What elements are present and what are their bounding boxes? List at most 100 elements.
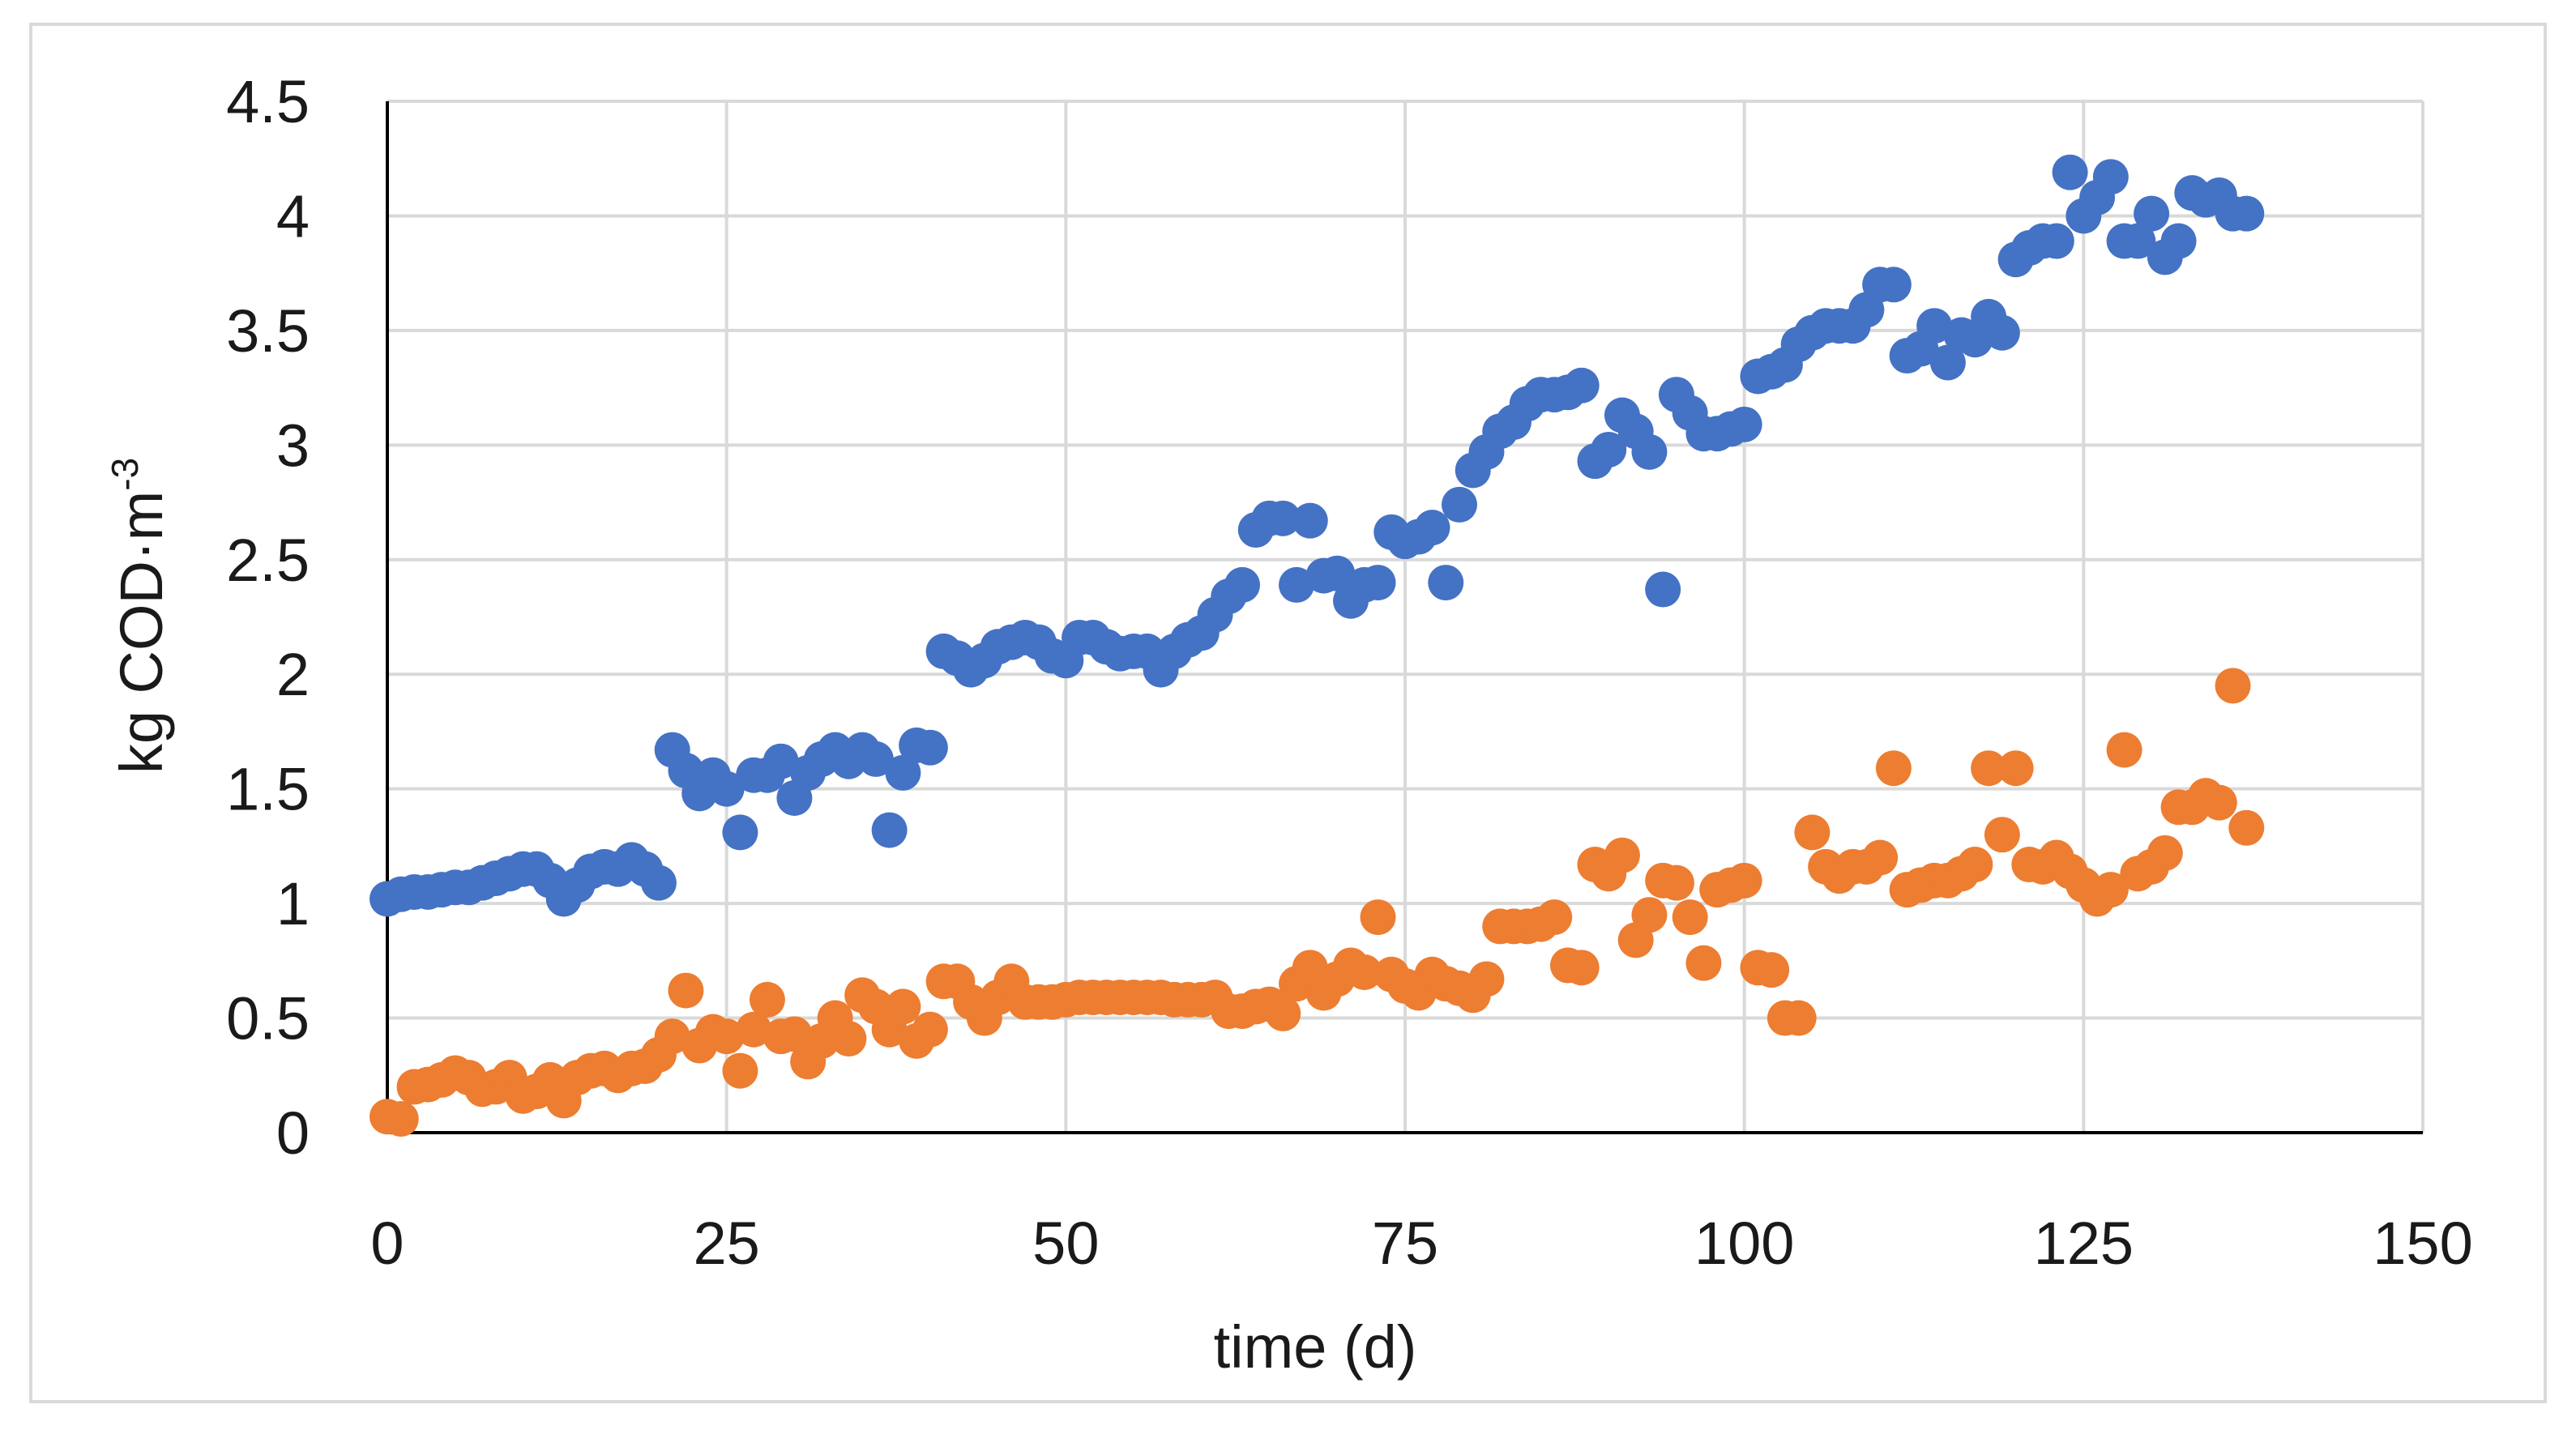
tick-labels: 0 0.5 1 1.5 2 2.5 3 3.5 4 4.5 0 25 50 75 100 125 150	[226, 68, 2473, 1277]
y-tick-label: 4.5	[226, 68, 310, 135]
series-blue-point	[1875, 267, 1912, 303]
series-blue-point	[1563, 367, 1600, 403]
series-orange-point	[1984, 817, 2020, 853]
y-axis-title: kg COD·m-3	[104, 458, 175, 774]
series-orange-point	[1536, 899, 1573, 936]
series-blue-point	[640, 864, 677, 901]
gridlines	[387, 100, 2424, 1133]
series-blue-point	[1319, 555, 1356, 591]
series-orange-point	[1672, 899, 1708, 936]
y-tick-label: 0	[276, 1099, 310, 1167]
series-orange-point	[749, 981, 785, 1018]
series-blue-point	[722, 814, 758, 851]
series-orange-point	[1658, 864, 1694, 901]
series-orange-point	[668, 972, 704, 1009]
series-blue-point	[912, 729, 948, 766]
y-tick-label: 1.5	[226, 756, 310, 823]
series-blue-point	[2092, 159, 2129, 195]
series-orange-point	[1726, 862, 1762, 899]
series-orange-point	[1754, 952, 1790, 988]
y-axis-title-text: kg COD·m	[108, 491, 175, 774]
series-orange-point	[2201, 784, 2237, 821]
series-blue-point	[1984, 314, 2020, 351]
series-blue-point	[1265, 500, 1301, 536]
series-blue-point	[763, 743, 799, 779]
x-axis-title: time (d)	[1214, 1313, 1417, 1381]
series-orange-point	[654, 1018, 690, 1055]
series-blue-point	[1414, 510, 1450, 546]
y-tick-label: 0.5	[226, 985, 310, 1052]
data-series	[370, 154, 2265, 1138]
series-orange-point	[2092, 872, 2129, 908]
x-tick-label: 125	[2034, 1210, 2134, 1277]
series-blue-point	[2160, 223, 2197, 259]
x-tick-label: 25	[694, 1210, 760, 1277]
series-blue-point	[1916, 308, 1953, 344]
y-tick-label: 2	[276, 641, 310, 708]
series-blue-point	[2120, 223, 2156, 259]
y-axis-title-superscript: -3	[104, 458, 146, 491]
series-orange-point	[1685, 945, 1722, 981]
series-orange-point	[1563, 950, 1600, 986]
y-tick-label: 1	[276, 870, 310, 937]
series-orange-point	[1971, 750, 2007, 787]
x-tick-label: 150	[2373, 1210, 2472, 1277]
series-blue-point	[871, 812, 908, 848]
series-orange-point	[1862, 839, 1899, 876]
y-tick-label: 2.5	[226, 527, 310, 594]
series-orange-point	[776, 1016, 813, 1052]
x-tick-label: 0	[370, 1210, 404, 1277]
series-orange-point	[1265, 995, 1301, 1031]
series-blue-point	[708, 770, 745, 807]
series-orange-point	[1360, 899, 1396, 936]
series-orange-point	[2228, 809, 2265, 846]
series-orange-point	[1604, 837, 1640, 873]
x-tick-label: 100	[1694, 1210, 1794, 1277]
series-orange-point	[2215, 668, 2251, 704]
series-blue-point	[1591, 431, 1627, 467]
series-orange-point	[736, 1011, 772, 1048]
series-blue-point	[1726, 406, 1762, 442]
series-blue-point	[2038, 223, 2074, 259]
series-orange-point	[831, 1021, 867, 1057]
series-orange-point	[2147, 835, 2183, 871]
y-tick-label: 3	[276, 412, 310, 479]
series-orange-point	[912, 1011, 948, 1048]
x-tick-label: 50	[1032, 1210, 1099, 1277]
axes	[386, 101, 2423, 1134]
series-blue-point	[1428, 565, 1464, 601]
series-orange-point	[1780, 1000, 1817, 1036]
y-tick-label: 3.5	[226, 297, 310, 365]
series-orange-point	[1631, 897, 1668, 933]
y-tick-label: 4	[276, 182, 310, 250]
series-blue-point	[1224, 566, 1261, 603]
series-blue-point	[2052, 154, 2088, 190]
series-orange-point	[1875, 750, 1912, 787]
series-blue-point	[1360, 565, 1396, 601]
series-blue-point	[857, 741, 894, 777]
series-blue-point	[885, 754, 921, 791]
series-orange-point	[722, 1052, 758, 1089]
series-orange-point	[1997, 750, 2034, 787]
series-orange-point	[1957, 847, 1993, 883]
series-blue-point	[2134, 195, 2170, 232]
x-tick-label: 75	[1372, 1210, 1438, 1277]
series-orange	[370, 668, 2265, 1138]
series-blue	[370, 154, 2265, 917]
series-blue-point	[1441, 486, 1477, 523]
series-orange-point	[1468, 961, 1505, 997]
series-orange-point	[2106, 732, 2142, 768]
series-blue-point	[1279, 566, 1315, 603]
series-blue-point	[1292, 502, 1328, 539]
series-blue-point	[1631, 433, 1668, 470]
series-orange-point	[885, 988, 921, 1025]
series-blue-point	[2228, 195, 2265, 232]
series-blue-point	[1645, 571, 1681, 608]
series-blue-point	[1929, 344, 1966, 381]
series-orange-point	[382, 1101, 419, 1138]
series-orange-point	[708, 1018, 745, 1055]
series-orange-point	[1346, 954, 1382, 990]
series-orange-point	[1794, 814, 1831, 851]
